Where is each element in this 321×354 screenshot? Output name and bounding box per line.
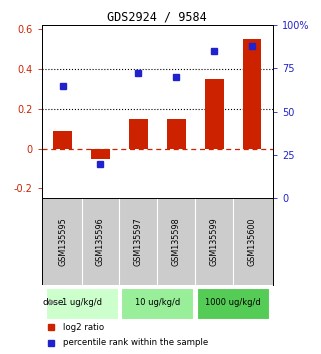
Bar [243, 39, 262, 149]
Text: 1000 ug/kg/d: 1000 ug/kg/d [205, 298, 261, 307]
Bar [46, 288, 117, 319]
Text: GSM135600: GSM135600 [247, 218, 256, 266]
Bar [121, 288, 193, 319]
Text: GSM135597: GSM135597 [134, 217, 143, 266]
Title: GDS2924 / 9584: GDS2924 / 9584 [108, 11, 207, 24]
Bar [53, 131, 72, 149]
Text: percentile rank within the sample: percentile rank within the sample [63, 338, 208, 348]
Bar [197, 288, 269, 319]
Bar [205, 79, 224, 149]
Text: GSM135596: GSM135596 [96, 218, 105, 266]
Text: dose: dose [42, 298, 64, 307]
Text: GSM135595: GSM135595 [58, 217, 67, 266]
Text: 10 ug/kg/d: 10 ug/kg/d [135, 298, 180, 307]
Text: GSM135599: GSM135599 [210, 217, 219, 266]
Text: 1 ug/kg/d: 1 ug/kg/d [62, 298, 101, 307]
Text: GSM135598: GSM135598 [172, 218, 181, 266]
Bar [167, 119, 186, 149]
Bar [91, 149, 110, 159]
Text: log2 ratio: log2 ratio [63, 323, 104, 332]
Bar [129, 119, 148, 149]
